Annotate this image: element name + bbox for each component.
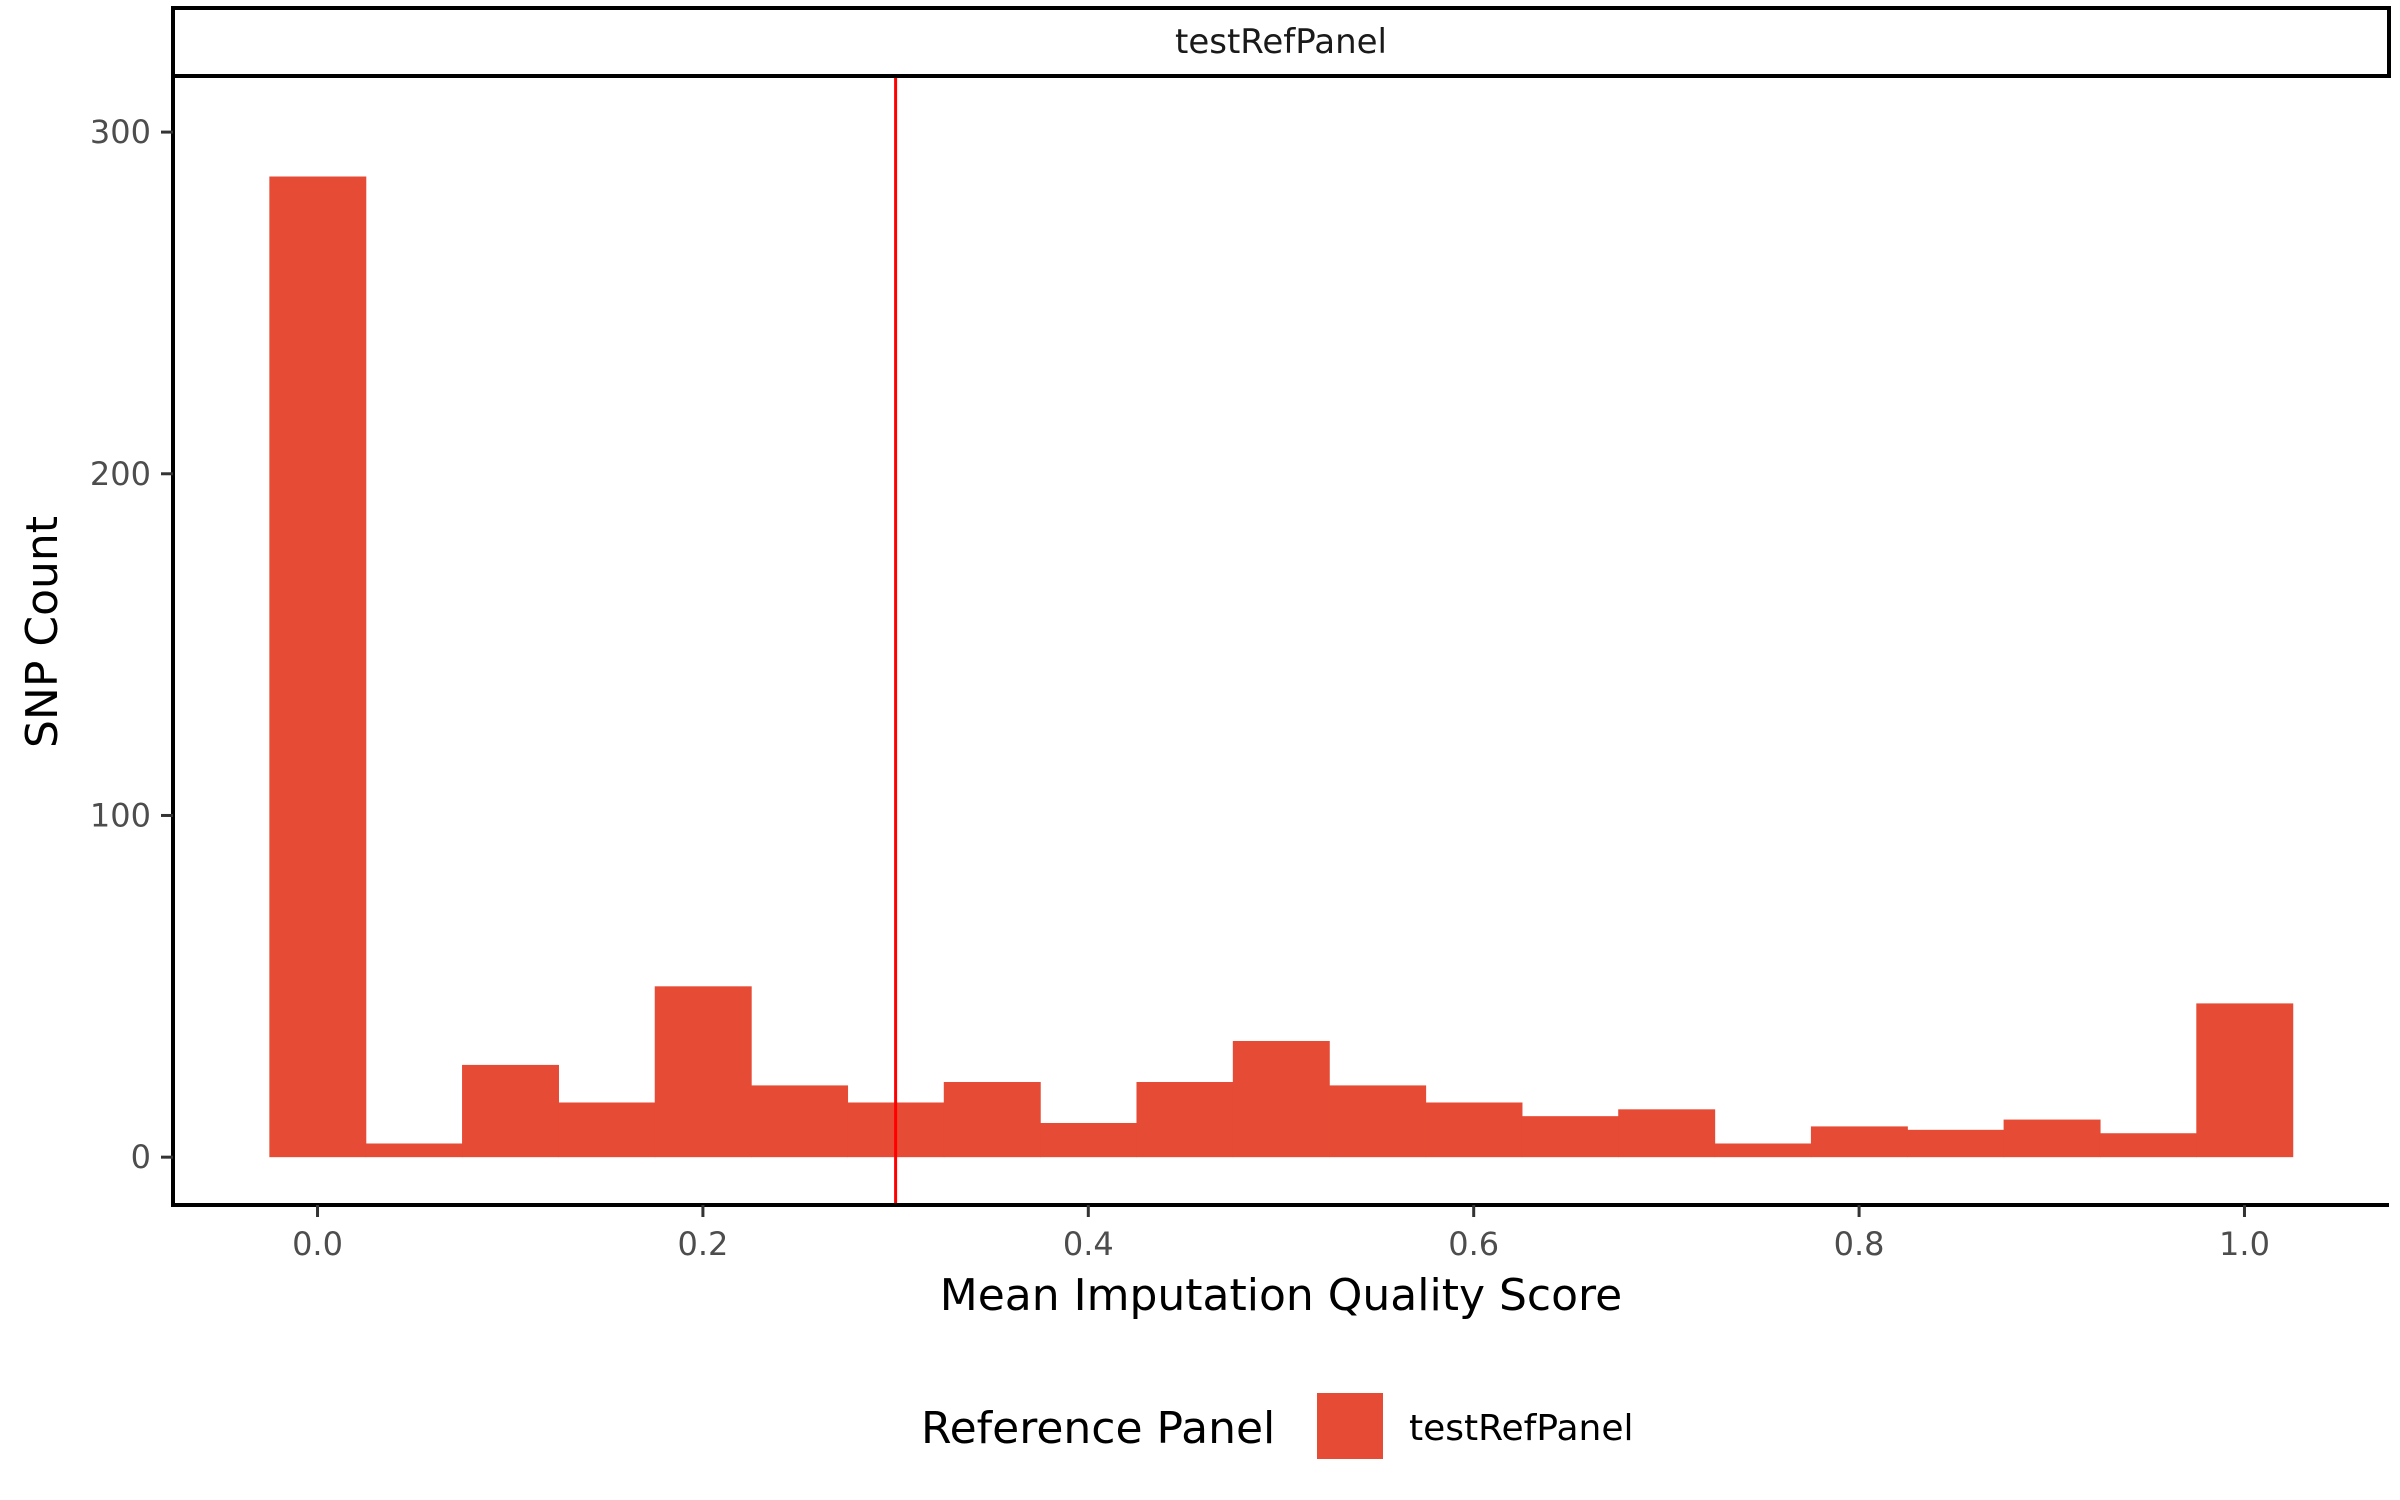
- histogram-bar: [558, 1102, 656, 1158]
- histogram-bar: [751, 1085, 849, 1158]
- y-axis-ticks: 0 100 200 300: [90, 113, 173, 1176]
- histogram-bar: [1810, 1126, 1908, 1158]
- histogram-bars: [269, 176, 2294, 1158]
- histogram-bar: [269, 176, 367, 1158]
- histogram-bar: [654, 986, 752, 1158]
- x-axis-title: Mean Imputation Quality Score: [940, 1270, 1622, 1321]
- histogram-bar: [1521, 1116, 1619, 1158]
- x-axis-ticks: 0.0 0.2 0.4 0.6 0.8 1.0: [292, 1205, 2270, 1263]
- histogram-bar: [2099, 1133, 2197, 1158]
- histogram-bar: [2196, 1003, 2294, 1158]
- histogram-bar: [1232, 1040, 1330, 1158]
- histogram-bar: [1329, 1085, 1427, 1158]
- y-tick-label: 100: [90, 796, 151, 834]
- y-tick-label: 300: [90, 113, 151, 151]
- histogram-bar: [1714, 1143, 1812, 1158]
- y-tick-label: 0: [131, 1138, 151, 1176]
- y-axis-title: SNP Count: [17, 516, 68, 748]
- histogram-bar: [1136, 1081, 1234, 1158]
- histogram-bar: [1425, 1102, 1523, 1158]
- x-tick-label: 0.2: [677, 1225, 728, 1263]
- x-tick-label: 0.8: [1834, 1225, 1885, 1263]
- x-tick-label: 1.0: [2219, 1225, 2270, 1263]
- histogram-bar: [2003, 1119, 2101, 1158]
- x-tick-label: 0.4: [1063, 1225, 1114, 1263]
- histogram-bar: [365, 1143, 463, 1158]
- facet-strip: [171, 6, 2391, 78]
- legend: Reference Panel testRefPanel: [921, 1393, 1633, 1459]
- x-tick-label: 0.0: [292, 1225, 343, 1263]
- histogram-bar: [943, 1081, 1041, 1158]
- facet-strip-label: testRefPanel: [1175, 22, 1387, 62]
- histogram-bar: [1618, 1109, 1716, 1158]
- legend-title: Reference Panel: [921, 1403, 1275, 1454]
- legend-label-testrefpanel: testRefPanel: [1409, 1408, 1633, 1449]
- y-tick-label: 200: [90, 455, 151, 493]
- histogram-bar: [462, 1064, 559, 1158]
- legend-key-testrefpanel: [1317, 1393, 1383, 1459]
- histogram-bar: [1907, 1129, 2005, 1158]
- x-tick-label: 0.6: [1448, 1225, 1499, 1263]
- histogram-bar: [1040, 1122, 1138, 1158]
